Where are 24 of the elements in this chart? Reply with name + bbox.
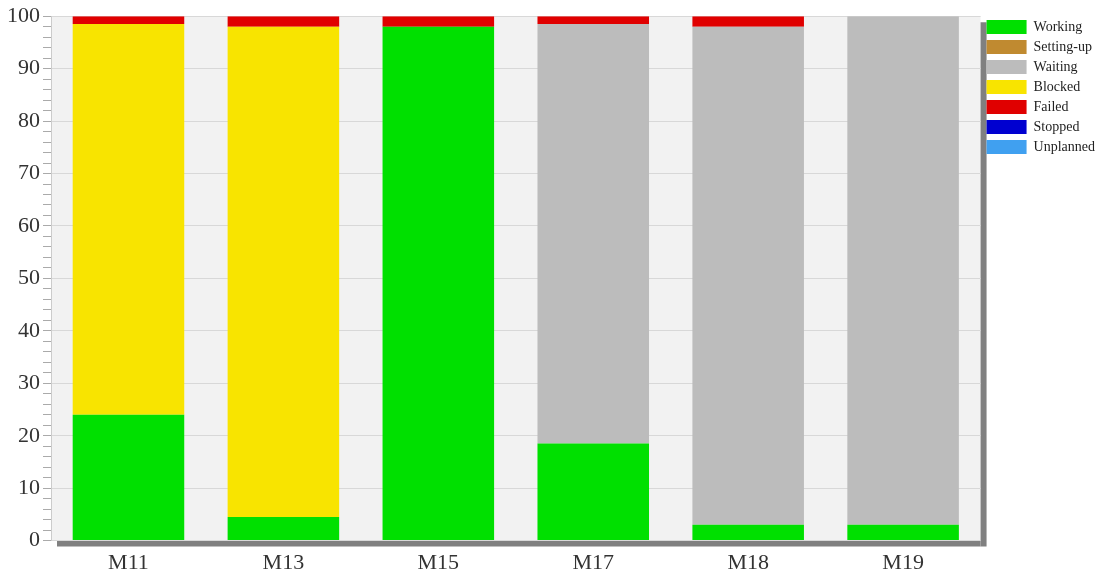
x-tick-label: M18 xyxy=(727,548,769,574)
y-tick-label: 40 xyxy=(18,316,40,342)
y-tick-label: 0 xyxy=(29,526,40,552)
y-tick-label: 60 xyxy=(18,211,40,237)
y-tick-label: 100 xyxy=(7,1,40,27)
y-tick-label: 90 xyxy=(18,54,40,80)
y-tick-label: 20 xyxy=(18,421,40,447)
y-tick-label: 80 xyxy=(18,106,40,132)
y-tick-label: 30 xyxy=(18,369,40,395)
legend-label: Unplanned xyxy=(1033,138,1096,154)
legend-label: Blocked xyxy=(1033,78,1081,94)
x-tick-label: M15 xyxy=(417,548,460,574)
legend-label: Stopped xyxy=(1033,118,1080,134)
legend-label: Setting-up xyxy=(1033,38,1092,54)
y-tick-label: 70 xyxy=(18,159,40,185)
legend-label: Waiting xyxy=(1033,58,1078,74)
legend-label: Working xyxy=(1033,18,1083,34)
y-tick-label: 10 xyxy=(18,473,40,499)
y-tick-label: 50 xyxy=(18,264,40,290)
x-tick-label: M13 xyxy=(262,548,305,574)
x-tick-label: M17 xyxy=(572,548,615,574)
x-tick-label: M11 xyxy=(108,548,149,574)
x-tick-label: M19 xyxy=(882,548,924,574)
legend-label: Failed xyxy=(1033,98,1069,114)
